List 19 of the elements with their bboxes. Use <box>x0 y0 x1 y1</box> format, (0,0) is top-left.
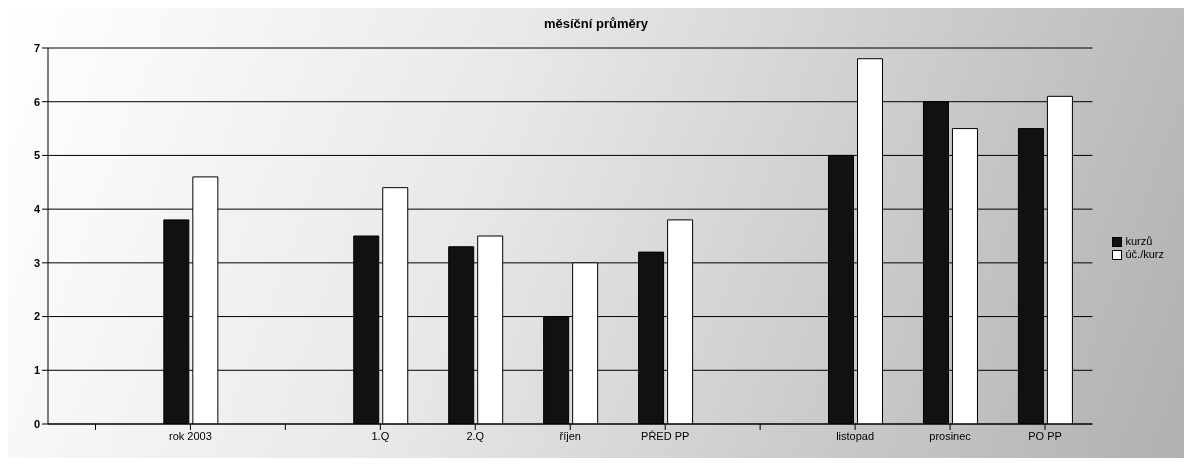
chart-title: měsíční průměry <box>542 15 649 33</box>
x-tick-label: 2.Q <box>466 429 485 442</box>
y-tick-label: 4 <box>33 203 41 216</box>
x-tick-label: říjen <box>559 429 581 442</box>
y-tick-label: 6 <box>33 95 40 108</box>
x-tick-label: PO PP <box>1028 429 1062 442</box>
x-tick-label: prosinec <box>929 429 972 442</box>
x-tick-label: PŘED PP <box>641 429 690 442</box>
y-tick-label: 3 <box>33 256 40 269</box>
legend-label: úč./kurz <box>1125 248 1164 261</box>
y-tick-label: 5 <box>33 149 40 162</box>
y-tick-label: 7 <box>33 41 40 54</box>
x-tick-label: rok 2003 <box>169 429 212 442</box>
y-tick-label: 1 <box>33 364 40 377</box>
y-tick-label: 0 <box>33 417 40 430</box>
y-tick-label: 2 <box>33 310 40 323</box>
x-tick-label: 1.Q <box>371 429 390 442</box>
legend-label: kurzů <box>1125 235 1153 248</box>
x-tick-label: listopad <box>836 429 875 442</box>
